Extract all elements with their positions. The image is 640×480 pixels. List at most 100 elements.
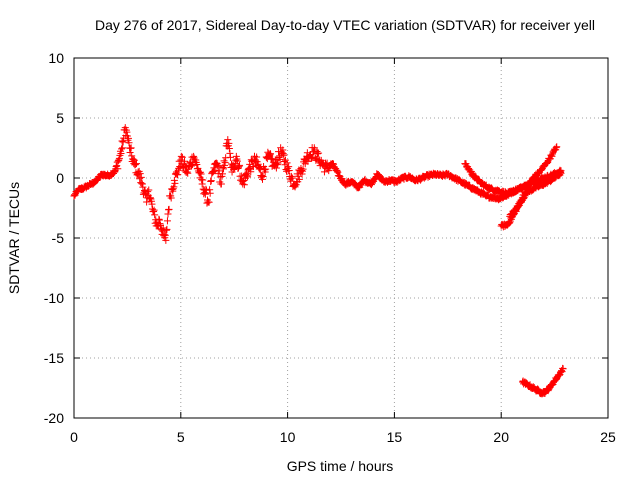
- data-point-marker: [287, 177, 295, 185]
- data-point-marker: [174, 171, 182, 179]
- data-point-marker: [225, 144, 233, 152]
- data-point-marker: [184, 169, 192, 177]
- data-point-marker: [280, 151, 288, 159]
- data-point-marker: [506, 219, 514, 227]
- data-point-marker: [292, 181, 300, 189]
- data-point-marker: [247, 168, 255, 176]
- data-point-marker: [514, 203, 522, 211]
- data-point-marker: [163, 225, 171, 233]
- y-axis-label: SDTVAR / TECUs: [6, 182, 22, 294]
- data-point-marker: [211, 166, 219, 174]
- data-point-marker: [136, 170, 144, 178]
- data-point-marker: [162, 226, 170, 234]
- data-point-marker: [325, 167, 333, 175]
- data-point-marker: [220, 165, 228, 173]
- data-point-marker: [534, 385, 542, 393]
- data-points: [70, 124, 567, 398]
- data-point-marker: [206, 189, 214, 197]
- data-point-marker: [512, 206, 520, 214]
- y-tick-label: 0: [56, 170, 64, 186]
- data-point-marker: [249, 162, 257, 170]
- data-point-marker: [126, 149, 134, 157]
- data-point-marker: [297, 166, 305, 174]
- data-point-marker: [116, 151, 124, 159]
- data-point-marker: [150, 206, 158, 214]
- data-point-marker: [215, 162, 223, 170]
- data-point-marker: [148, 200, 156, 208]
- data-point-marker: [115, 154, 123, 162]
- data-point-marker: [285, 166, 293, 174]
- x-tick-label: 0: [70, 429, 78, 445]
- data-point-marker: [266, 151, 274, 159]
- data-point-marker: [232, 156, 240, 164]
- data-point-marker: [124, 134, 132, 142]
- data-point-marker: [195, 169, 203, 177]
- data-point-marker: [272, 164, 280, 172]
- data-point-marker: [471, 172, 479, 180]
- data-point-marker: [240, 181, 248, 189]
- data-point-marker: [113, 158, 121, 166]
- data-point-marker: [190, 152, 198, 160]
- data-point-marker: [139, 183, 147, 191]
- data-point-marker: [118, 145, 126, 153]
- data-point-marker: [138, 180, 146, 188]
- data-point-marker: [205, 198, 213, 206]
- data-point-marker: [214, 161, 222, 169]
- data-point-marker: [147, 197, 155, 205]
- data-point-marker: [235, 162, 243, 170]
- data-point-marker: [125, 139, 133, 147]
- data-point-marker: [226, 149, 234, 157]
- data-point-marker: [146, 194, 154, 202]
- data-point-marker: [127, 144, 135, 152]
- data-point-marker: [279, 146, 287, 154]
- y-tick-label: -15: [44, 350, 64, 366]
- data-point-marker: [556, 368, 564, 376]
- data-point-marker: [221, 159, 229, 167]
- data-point-marker: [209, 167, 217, 175]
- data-point-marker: [150, 208, 158, 216]
- chart-title: Day 276 of 2017, Sidereal Day-to-day VTE…: [95, 17, 595, 33]
- data-point-marker: [199, 176, 207, 184]
- data-point-marker: [178, 153, 186, 161]
- data-point-marker: [294, 172, 302, 180]
- data-point-marker: [132, 160, 140, 168]
- data-point-marker: [334, 168, 342, 176]
- data-point-marker: [201, 190, 209, 198]
- y-tick-label: -10: [44, 290, 64, 306]
- data-point-marker: [119, 144, 127, 152]
- data-point-marker: [253, 153, 261, 161]
- data-point-marker: [129, 156, 137, 164]
- data-point-marker: [118, 137, 126, 145]
- data-point-marker: [375, 172, 383, 180]
- data-point-marker: [131, 160, 139, 168]
- data-point-marker: [128, 152, 136, 160]
- data-point-marker: [548, 152, 556, 160]
- data-point-marker: [255, 163, 263, 171]
- data-point-marker: [144, 188, 152, 196]
- data-point-marker: [559, 364, 567, 372]
- data-point-marker: [170, 176, 178, 184]
- y-tick-label: 10: [48, 50, 64, 66]
- data-point-marker: [206, 186, 214, 194]
- data-point-marker: [279, 150, 287, 158]
- data-point-marker: [262, 165, 270, 173]
- data-point-marker: [137, 179, 145, 187]
- data-point-marker: [165, 205, 173, 213]
- y-tick-label: -5: [52, 230, 65, 246]
- data-point-marker: [123, 128, 131, 136]
- data-point-marker: [551, 145, 559, 153]
- data-point-marker: [160, 230, 168, 238]
- data-point-marker: [155, 215, 163, 223]
- data-point-marker: [276, 155, 284, 163]
- data-point-marker: [117, 149, 125, 157]
- data-point-marker: [164, 210, 172, 218]
- data-point-marker: [114, 165, 122, 173]
- data-point-marker: [156, 220, 164, 228]
- data-point-marker: [207, 178, 215, 186]
- data-point-marker: [544, 158, 552, 166]
- data-point-marker: [283, 159, 291, 167]
- data-point-marker: [167, 194, 175, 202]
- x-tick-label: 25: [600, 429, 616, 445]
- data-point-marker: [129, 155, 137, 163]
